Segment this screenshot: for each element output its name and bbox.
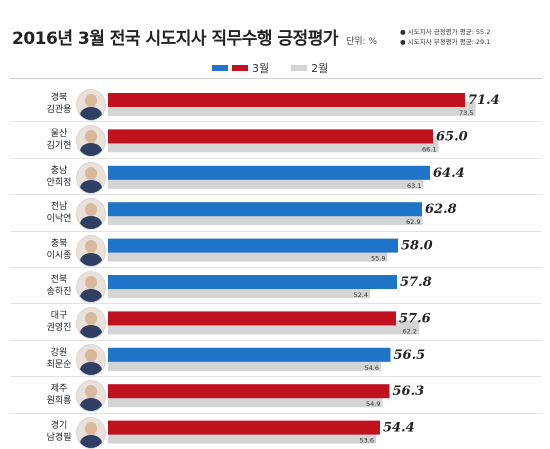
- row-separator: [10, 412, 542, 414]
- bar-march: [108, 238, 398, 253]
- legend: 3월 2월: [212, 60, 350, 76]
- region-label: 경북: [50, 93, 68, 103]
- row-label: 충남 안희정: [44, 165, 74, 189]
- governor-name: 권영진: [46, 323, 72, 334]
- value-label-march: 65.0: [436, 129, 468, 144]
- region-label: 강원: [50, 347, 68, 358]
- governor-name: 원희룡: [46, 396, 72, 407]
- governor-photo: [76, 89, 106, 121]
- row-label: 울산 김기현: [44, 128, 74, 152]
- row-separator: [10, 376, 542, 378]
- value-label-march: 71.4: [468, 93, 500, 108]
- legend-label-february: 2월: [311, 62, 329, 75]
- governor-name: 김기현: [46, 141, 72, 152]
- chart-header: 2016년 3월 전국 시도지사 직무수행 긍정평가 단위: %: [12, 24, 377, 49]
- legend-swatch-gray: [291, 65, 308, 71]
- value-label-march: 57.8: [400, 275, 432, 290]
- region-label: 경기: [50, 420, 68, 431]
- row-label: 충북 이시종: [44, 238, 74, 262]
- value-label-february: 63.1: [407, 182, 421, 190]
- bar-march: [108, 202, 422, 217]
- negative-average-note: ● 시도지사 부정평가 평균: 29.1: [400, 38, 491, 46]
- bar-march: [108, 165, 430, 180]
- value-label-february: 52.4: [354, 291, 368, 299]
- row-separator: [10, 157, 542, 159]
- legend-swatch-red: [232, 65, 248, 71]
- header-divider: [10, 78, 542, 79]
- governor-name: 송하진: [46, 287, 72, 297]
- row-label: 제주 원희룡: [44, 383, 74, 407]
- row-separator: [10, 194, 542, 196]
- value-label-february: 53.6: [360, 437, 374, 445]
- value-label-february: 54.9: [366, 400, 380, 408]
- region-label: 전북: [50, 275, 68, 285]
- value-label-february: 55.9: [371, 255, 385, 263]
- region-label: 충남: [50, 165, 68, 176]
- bar-march: [108, 275, 397, 289]
- governor-photo: [76, 307, 106, 340]
- governor-photo: [76, 380, 106, 413]
- region-label: 제주: [50, 384, 68, 395]
- region-label: 울산: [50, 129, 68, 140]
- value-label-february: 73.5: [459, 109, 473, 117]
- row-label: 경기 남경필: [44, 420, 74, 444]
- governor-name: 이시종: [46, 250, 72, 261]
- region-label: 대구: [50, 311, 68, 322]
- governor-name: 최문순: [46, 359, 72, 370]
- row-label: 대구 권영진: [44, 310, 74, 334]
- region-label: 충북: [50, 238, 68, 249]
- governor-photo: [76, 125, 106, 158]
- region-label: 전남: [50, 202, 68, 213]
- value-label-march: 57.6: [399, 311, 431, 326]
- value-label-february: 54.6: [365, 364, 379, 372]
- row-label: 강원 최문순: [44, 347, 74, 371]
- bar-march: [108, 129, 433, 144]
- positive-average-note: ● 시도지사 긍정평가 평균: 55.2: [400, 28, 491, 36]
- governor-photo: [76, 198, 106, 231]
- value-label-february: 62.2: [403, 327, 417, 335]
- governor-photo: [76, 343, 106, 376]
- value-label-march: 64.4: [433, 166, 465, 181]
- bar-march: [108, 93, 465, 107]
- legend-swatch-blue: [212, 65, 228, 71]
- unit-label: 단위: %: [345, 37, 377, 47]
- value-label-march: 54.4: [383, 421, 415, 436]
- value-label-march: 56.5: [394, 348, 426, 363]
- row-separator: [10, 230, 542, 232]
- row-separator: [10, 267, 542, 268]
- value-label-march: 58.0: [401, 239, 433, 254]
- bar-march: [108, 420, 380, 435]
- value-label-february: 66.1: [422, 145, 436, 153]
- legend-label-march: 3월: [252, 62, 270, 75]
- chart-title: 2016년 3월 전국 시도지사 직무수행 긍정평가: [12, 29, 338, 49]
- row-separator: [10, 121, 542, 123]
- value-label-march: 62.8: [425, 202, 457, 217]
- average-notes: ● 시도지사 긍정평가 평균: 55.2 ● 시도지사 부정평가 평균: 29.…: [400, 27, 490, 47]
- value-label-march: 56.3: [393, 384, 425, 399]
- bar-march: [108, 384, 390, 399]
- governor-name: 이낙연: [46, 214, 72, 225]
- bar-march: [108, 347, 391, 362]
- row-separator: [10, 303, 542, 305]
- bar-march: [108, 311, 396, 326]
- governor-photo: [76, 416, 106, 449]
- row-label: 전남 이낙연: [44, 201, 74, 225]
- governor-photo: [76, 234, 106, 267]
- governor-photo: [76, 161, 106, 194]
- value-label-february: 62.9: [406, 218, 420, 226]
- governor-name: 남경필: [46, 432, 72, 443]
- governor-name: 김관용: [46, 105, 72, 115]
- governor-name: 안희정: [46, 177, 72, 188]
- governor-photo: [76, 271, 106, 303]
- row-separator: [10, 339, 542, 341]
